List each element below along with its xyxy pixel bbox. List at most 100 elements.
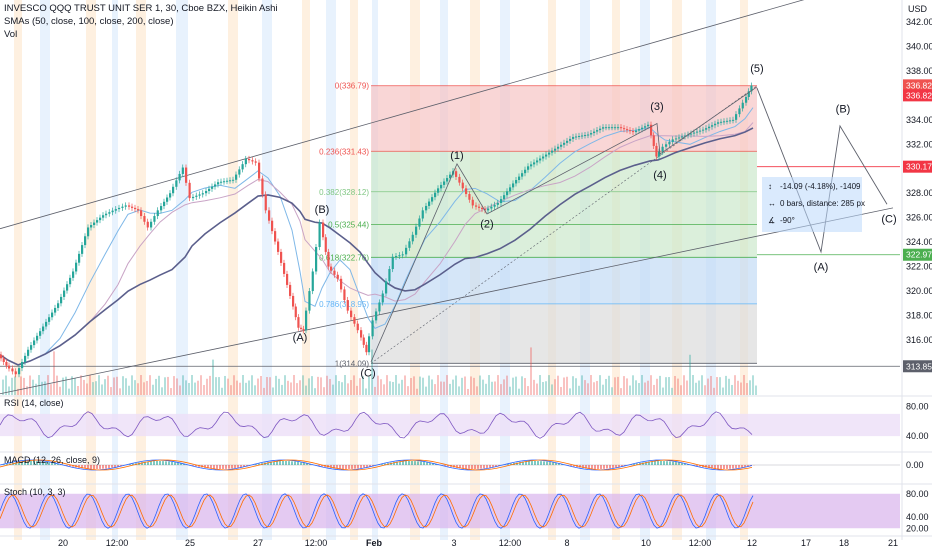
macd-histogram-bar xyxy=(381,464,383,465)
candle-body xyxy=(254,161,257,163)
time-axis-tick: 20 xyxy=(58,538,68,548)
volume-bar xyxy=(737,380,739,395)
candle-body xyxy=(30,345,33,350)
candle-body xyxy=(617,127,620,129)
volume-bar xyxy=(152,384,154,395)
session-band xyxy=(228,0,238,540)
angle-icon: ∡ xyxy=(768,216,776,225)
macd-histogram-bar xyxy=(69,465,71,467)
price-range-icon: ↕ xyxy=(768,182,772,191)
macd-histogram-bar xyxy=(681,463,683,465)
candle-body xyxy=(235,174,238,180)
candle-body xyxy=(217,182,220,185)
macd-histogram-bar xyxy=(669,461,671,465)
volume-bar xyxy=(425,386,427,395)
volume-bar xyxy=(263,387,265,395)
rsi-line xyxy=(0,411,753,439)
volume-bar xyxy=(521,376,523,395)
volume-bar xyxy=(197,380,199,395)
volume-bar xyxy=(371,349,373,395)
candle-body xyxy=(658,151,661,157)
volume-bar xyxy=(635,380,637,395)
volume-bar xyxy=(242,375,244,395)
volume-bar xyxy=(143,382,145,395)
volume-bar xyxy=(536,383,538,395)
candle-body xyxy=(362,337,365,345)
candle-body xyxy=(665,144,668,147)
price-tag xyxy=(903,248,932,261)
volume-bar xyxy=(20,376,22,395)
macd-histogram-bar xyxy=(90,465,92,469)
volume-bar xyxy=(110,387,112,395)
macd-histogram-bar xyxy=(96,465,98,469)
volume-bar xyxy=(452,379,454,395)
volume-bar xyxy=(80,375,82,395)
volume-bar xyxy=(146,380,148,395)
macd-histogram-bar xyxy=(483,465,485,469)
macd-histogram-bar xyxy=(15,462,17,465)
macd-histogram-bar xyxy=(318,465,320,466)
volume-bar xyxy=(428,375,430,395)
volume-bar xyxy=(317,376,319,395)
macd-histogram-bar xyxy=(447,465,449,467)
candle-body xyxy=(131,206,134,208)
candle-body xyxy=(251,160,254,162)
candle-body xyxy=(726,120,729,122)
macd-histogram-bar xyxy=(519,462,521,465)
candle-body xyxy=(226,180,229,182)
candle-body xyxy=(368,336,371,353)
candle-body xyxy=(408,241,411,248)
wave-label: (1) xyxy=(450,150,463,162)
candle-body xyxy=(578,135,581,137)
macd-histogram-bar xyxy=(405,461,407,465)
stoch-axis-tick: 20.00 xyxy=(906,523,929,533)
volume-bar xyxy=(257,378,259,395)
macd-histogram-bar xyxy=(204,465,206,468)
candle-body xyxy=(515,180,518,184)
volume-bar xyxy=(23,377,25,395)
volume-bar xyxy=(329,379,331,395)
candle-body xyxy=(258,162,261,179)
volume-bar xyxy=(218,377,220,395)
candle-body xyxy=(696,131,699,133)
macd-histogram-bar xyxy=(141,462,143,465)
volume-bar xyxy=(44,381,46,395)
candle-body xyxy=(315,247,318,272)
candle-body xyxy=(638,129,641,131)
stoch-label: Stoch (10, 3, 3) xyxy=(4,487,66,497)
macd-histogram-bar xyxy=(279,461,281,465)
price-axis-tick: 340.00 xyxy=(906,41,932,51)
volume-legend: Vol xyxy=(4,29,18,40)
candle-body xyxy=(671,139,674,142)
volume-bar xyxy=(41,381,43,395)
volume-bar xyxy=(662,387,664,395)
volume-bar xyxy=(431,379,433,395)
volume-bar xyxy=(233,375,235,395)
volume-bar xyxy=(365,388,367,395)
volume-bar xyxy=(416,388,418,395)
volume-bar xyxy=(647,380,649,395)
volume-bar xyxy=(17,388,19,395)
macd-histogram-bar xyxy=(210,465,212,469)
volume-bar xyxy=(335,375,337,395)
volume-bar xyxy=(491,381,493,395)
candle-body xyxy=(484,209,487,211)
volume-bar xyxy=(137,383,139,395)
macd-histogram-bar xyxy=(552,462,554,465)
volume-bar xyxy=(440,381,442,395)
macd-histogram-bar xyxy=(357,465,359,469)
candle-body xyxy=(244,158,247,165)
stoch-d-line xyxy=(0,494,754,528)
macd-histogram-bar xyxy=(603,465,605,469)
volume-bar xyxy=(566,376,568,395)
price-tag-label: 330.17 xyxy=(906,162,932,172)
macd-histogram-bar xyxy=(237,465,239,468)
macd-histogram-bar xyxy=(306,463,308,465)
price-tag-label: 322.97 xyxy=(906,250,932,260)
volume-bar xyxy=(191,375,193,395)
macd-histogram-bar xyxy=(426,462,428,465)
macd-histogram-bar xyxy=(402,461,404,465)
candle-body xyxy=(292,295,295,307)
time-axis-tick: 12:00 xyxy=(305,538,328,548)
